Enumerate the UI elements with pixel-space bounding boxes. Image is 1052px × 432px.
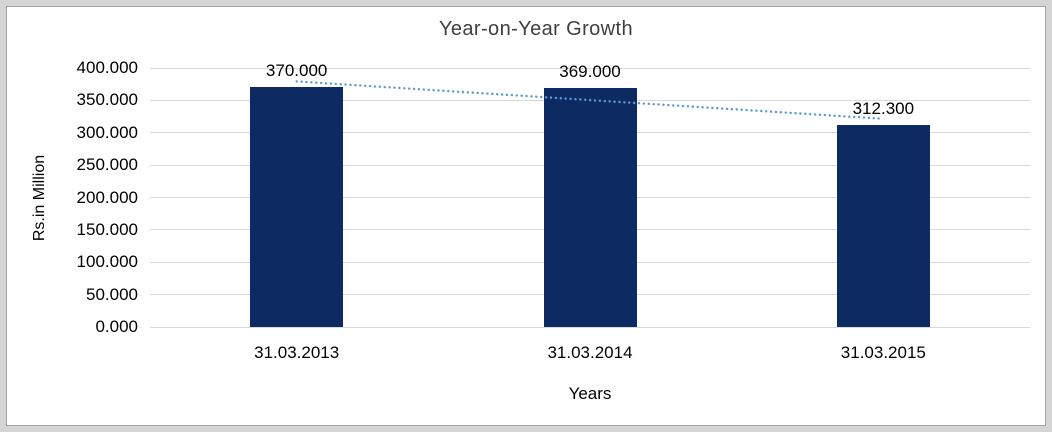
y-tick-label: 400.000 xyxy=(76,58,138,77)
plot-area: 370.000 369.000 312.300 xyxy=(150,61,1030,328)
x-tick-label: 31.03.2014 xyxy=(547,343,633,362)
chart-area[interactable]: Year-on-Year Growth Rs.in Million 0.000 5… xyxy=(6,6,1046,426)
bar-31.03.2014[interactable] xyxy=(543,88,637,327)
y-tick-label: 350.000 xyxy=(76,90,138,110)
x-tick-label: 31.03.2013 xyxy=(254,343,340,362)
data-label: 370.000 xyxy=(265,61,328,81)
y-tick-label: 200.000 xyxy=(76,187,138,207)
x-axis-title: Years xyxy=(568,384,612,403)
x-tick-label: 31.03.2015 xyxy=(840,343,926,362)
trendline[interactable] xyxy=(150,68,1030,327)
gridline xyxy=(150,67,1030,69)
data-label: 369.000 xyxy=(559,62,621,82)
y-tick-label: 50.000 xyxy=(86,284,138,304)
y-tick-label: 0.000 xyxy=(95,317,138,336)
bar-31.03.2015[interactable] xyxy=(836,124,930,327)
y-tick-label: 250.000 xyxy=(76,155,138,175)
y-tick-label: 300.000 xyxy=(76,122,138,142)
y-tick-label: 100.000 xyxy=(76,252,138,272)
gridline xyxy=(150,326,1030,328)
chart-title: Year-on-Year Growth xyxy=(438,18,633,40)
bar-31.03.2013[interactable] xyxy=(250,87,344,327)
data-label: 312.300 xyxy=(852,98,915,118)
y-tick-label: 150.000 xyxy=(76,219,138,239)
